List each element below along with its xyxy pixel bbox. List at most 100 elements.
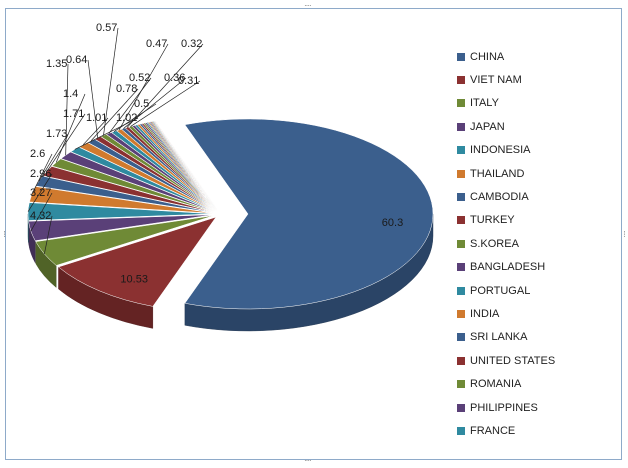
data-label: 2.96 bbox=[30, 168, 51, 180]
data-label: 1.02 bbox=[116, 112, 137, 124]
legend-label: PORTUGAL bbox=[470, 284, 531, 297]
legend-label: UNITED STATES bbox=[470, 354, 556, 367]
resize-handle-left[interactable]: ···· bbox=[0, 230, 9, 237]
legend-swatch bbox=[457, 193, 465, 202]
resize-handle-top[interactable]: ···· bbox=[304, 1, 312, 10]
data-label: 0.47 bbox=[146, 38, 167, 50]
pie-slice bbox=[154, 120, 219, 211]
leader-line bbox=[82, 117, 109, 145]
pie-chart: 60.3 10.53 4.32 3.27 2.96 2.61.73 1.71 1.4 1.35 1… bbox=[27, 22, 434, 332]
pie-slice bbox=[27, 202, 214, 221]
data-label: 0.57 bbox=[96, 22, 117, 34]
legend-item: VIET NAM bbox=[457, 68, 622, 91]
pie-slice bbox=[184, 118, 434, 310]
legend-swatch bbox=[457, 286, 465, 295]
legend-swatch bbox=[457, 263, 465, 272]
leader-line bbox=[55, 93, 86, 163]
legend-swatch bbox=[457, 146, 465, 155]
data-label: 0.52 bbox=[129, 72, 150, 84]
legend-label: FRANCE bbox=[470, 424, 516, 437]
legend-item: BANGLADESH bbox=[457, 256, 622, 279]
data-label: 1.4 bbox=[63, 88, 78, 100]
leader-line bbox=[118, 43, 169, 131]
leader-line bbox=[31, 153, 53, 195]
leader-line bbox=[130, 80, 201, 127]
pie-slice bbox=[57, 216, 217, 307]
data-label: 4.32 bbox=[30, 210, 51, 222]
resize-handle-bottom[interactable]: ···· bbox=[304, 456, 312, 465]
data-label: 0.32 bbox=[181, 38, 202, 50]
data-label: 1.01 bbox=[86, 112, 107, 124]
pie-slice bbox=[51, 158, 215, 213]
data-label: 1.73 bbox=[46, 128, 67, 140]
legend-swatch bbox=[457, 99, 465, 108]
resize-handle-right[interactable]: ···· bbox=[620, 230, 628, 237]
data-label: 0.31 bbox=[178, 75, 199, 87]
data-label: 0.64 bbox=[66, 54, 87, 66]
legend: CHINA VIET NAM ITALY JAPAN INDONESIA THAILAND… bbox=[457, 45, 622, 443]
leader-line bbox=[27, 173, 53, 212]
leader-line bbox=[65, 63, 69, 156]
data-label: 1.71 bbox=[63, 108, 84, 120]
legend-label: VIET NAM bbox=[470, 74, 522, 87]
legend-item: PHILIPPINES bbox=[457, 396, 622, 419]
legend-label: PHILIPPINES bbox=[470, 401, 538, 414]
legend-item: SRI LANKA bbox=[457, 326, 622, 349]
data-label: 1.35 bbox=[46, 58, 67, 70]
legend-swatch bbox=[457, 309, 465, 318]
legend-swatch bbox=[457, 76, 465, 85]
legend-swatch bbox=[457, 216, 465, 225]
legend-item: S.KOREA bbox=[457, 232, 622, 255]
legend-swatch bbox=[457, 239, 465, 248]
legend-item: PORTUGAL bbox=[457, 279, 622, 302]
leader-line bbox=[44, 215, 53, 254]
legend-item: THAILAND bbox=[457, 162, 622, 185]
legend-item: JAPAN bbox=[457, 115, 622, 138]
legend-item: CHINA bbox=[457, 45, 622, 68]
pie-slice bbox=[28, 214, 214, 241]
leader-line bbox=[74, 117, 139, 150]
legend-swatch bbox=[457, 122, 465, 131]
legend-swatch bbox=[457, 169, 465, 178]
data-label: 10.53 bbox=[120, 274, 148, 286]
leader-line bbox=[103, 27, 119, 136]
leader-line bbox=[87, 59, 99, 138]
legend-label: ITALY bbox=[470, 97, 499, 110]
legend-item: UNITED STATES bbox=[457, 349, 622, 372]
data-label: 0.78 bbox=[116, 83, 137, 95]
legend-swatch bbox=[457, 426, 465, 435]
legend-item: TURKEY bbox=[457, 209, 622, 232]
legend-item: ROMANIA bbox=[457, 372, 622, 395]
legend-item: FRANCE bbox=[457, 419, 622, 442]
legend-label: CHINA bbox=[470, 50, 505, 63]
legend-label: SRI LANKA bbox=[470, 331, 528, 344]
legend-swatch bbox=[457, 52, 465, 61]
chart-area[interactable]: 60.3 10.53 4.32 3.27 2.96 2.6 1.73 1.71 1.4 1.35 1… bbox=[5, 8, 622, 460]
legend-swatch bbox=[457, 356, 465, 365]
leader-line bbox=[108, 77, 152, 134]
legend-swatch bbox=[457, 380, 465, 389]
legend-label: BANGLADESH bbox=[470, 261, 546, 274]
legend-label: CAMBODIA bbox=[470, 191, 529, 204]
leader-line bbox=[38, 133, 69, 182]
legend-item: INDIA bbox=[457, 302, 622, 325]
data-label: 60.3 bbox=[382, 217, 403, 229]
legend-label: S.KOREA bbox=[470, 237, 519, 250]
legend-label: INDONESIA bbox=[470, 144, 531, 157]
leader-line bbox=[126, 43, 204, 128]
legend-swatch bbox=[457, 403, 465, 412]
legend-item: ITALY bbox=[457, 92, 622, 115]
legend-item: INDONESIA bbox=[457, 139, 622, 162]
legend-swatch bbox=[457, 333, 465, 342]
legend-label: ROMANIA bbox=[470, 378, 522, 391]
leader-line bbox=[90, 88, 139, 142]
data-label: 2.6 bbox=[30, 148, 45, 160]
legend-label: INDIA bbox=[470, 307, 500, 320]
leader-line bbox=[30, 192, 53, 232]
legend-label: JAPAN bbox=[470, 120, 505, 133]
data-label: 3.27 bbox=[30, 187, 51, 199]
legend-label: THAILAND bbox=[470, 167, 525, 180]
legend-item: CAMBODIA bbox=[457, 185, 622, 208]
legend-label: TURKEY bbox=[470, 214, 515, 227]
